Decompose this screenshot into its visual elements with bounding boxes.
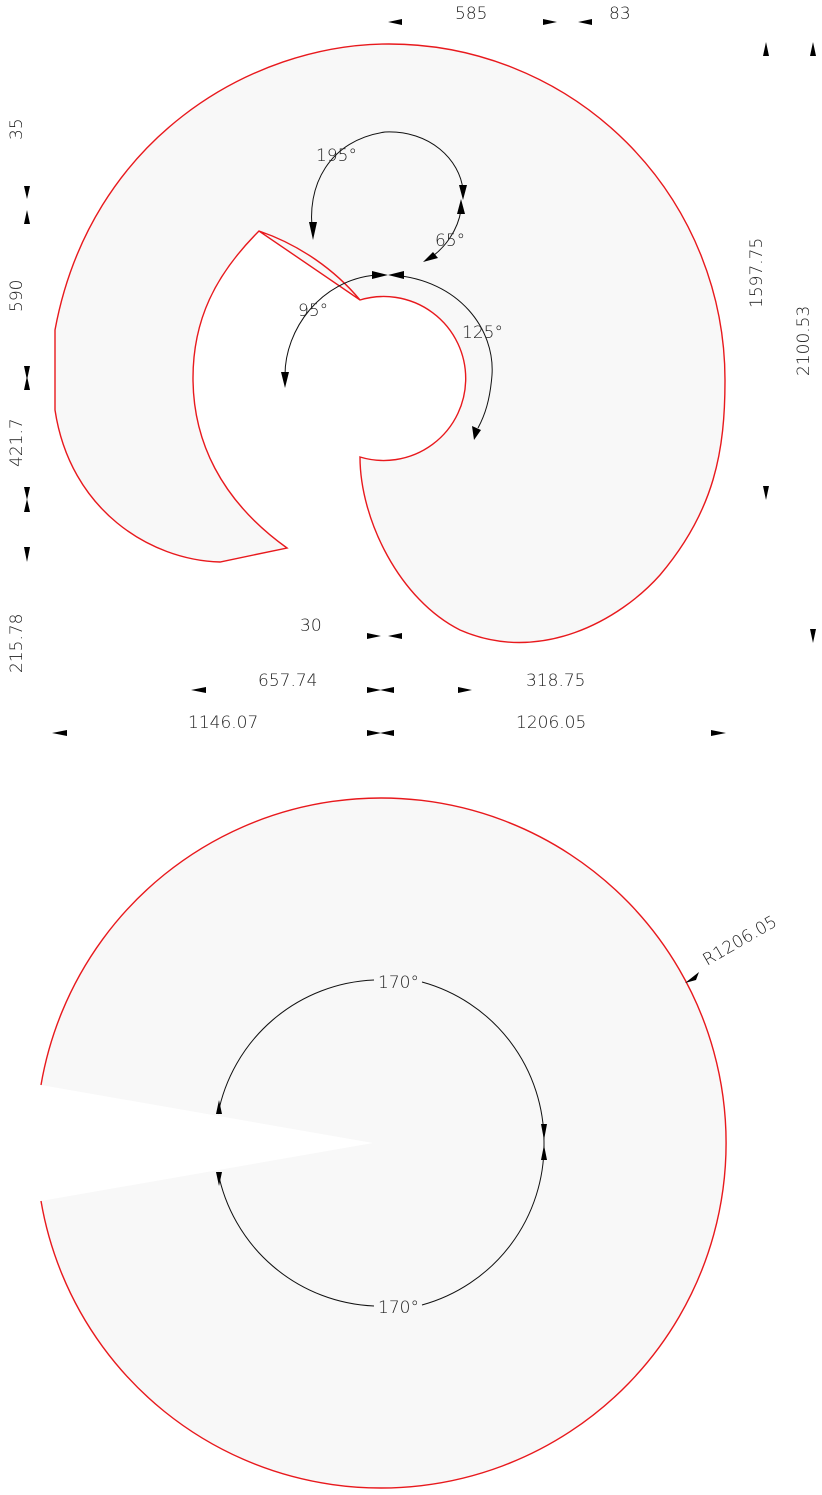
dim-590-arrow-bottom xyxy=(24,366,30,380)
dim-30-arrow-left xyxy=(367,633,381,639)
dim-2100-53-arrow-bottom xyxy=(810,629,816,643)
angle-95-arrow-left xyxy=(281,372,289,388)
dim-1206-05-arrow-right xyxy=(711,730,726,736)
angle-125-arrow-top xyxy=(388,271,404,279)
dim-30-arrow-right xyxy=(388,633,402,639)
radius-label: R1206.05 xyxy=(700,912,781,970)
dim-215-78-label: 215.78 xyxy=(7,614,27,673)
radius-arrow xyxy=(685,972,699,983)
angle-170-bottom-arrow-left xyxy=(216,1172,222,1186)
top-part-outline xyxy=(54,43,726,644)
dim-421-7-label: 421.7 xyxy=(7,418,27,467)
dim-318-75-label: 318.75 xyxy=(526,671,585,691)
dim-657-74-arrow-right xyxy=(367,687,381,693)
angle-170-bottom-label: 170° xyxy=(378,1298,419,1318)
dim-2100-53-label: 2100.53 xyxy=(794,306,814,376)
dim-585-arrow-left xyxy=(388,19,402,25)
dim-585-label: 585 xyxy=(455,4,487,24)
angle-95-arrow-top xyxy=(372,271,388,279)
dim-215-78-arrow-top xyxy=(24,499,30,512)
dim-1206-05-arrow-left xyxy=(380,730,394,736)
top-part-fill xyxy=(55,44,725,643)
angle-170-top-label: 170° xyxy=(378,973,419,993)
angle-170-top-arc xyxy=(217,979,375,1115)
angle-125-label: 125° xyxy=(462,323,503,343)
bottom-part-outline xyxy=(40,797,727,1489)
angle-170-bottom-arrow-right xyxy=(541,1145,547,1160)
dim-1206-05-label: 1206.05 xyxy=(516,713,586,733)
angle-170-top-arc-right xyxy=(421,981,545,1144)
angle-65-arrow-bottom xyxy=(423,252,438,262)
dim-1146-07-arrow-left xyxy=(52,730,67,736)
dim-2100-53-arrow-top xyxy=(810,42,816,56)
angle-125-arrow-bottom xyxy=(472,426,481,440)
dim-1597-75-label: 1597.75 xyxy=(747,238,767,308)
angle-170-top-arrow-left xyxy=(216,1100,222,1114)
bottom-part-fill xyxy=(41,798,727,1488)
bottom-part: R1206.05 170° 170° xyxy=(40,797,781,1489)
dim-1146-07-label: 1146.07 xyxy=(188,713,258,733)
angle-170-bottom-arc-right xyxy=(421,1142,545,1306)
dim-318-75-arrow-right xyxy=(458,687,472,693)
angle-170-top-arrow-right xyxy=(541,1124,547,1140)
angle-195-arrow-right xyxy=(459,185,467,200)
dim-657-74-label: 657.74 xyxy=(258,671,317,691)
angle-170-bottom-arc xyxy=(217,1171,375,1307)
angle-195-arc xyxy=(311,131,464,236)
dim-590-arrow-top xyxy=(24,210,30,224)
angle-95-label: 95° xyxy=(298,301,328,321)
dim-215-78-arrow-bottom xyxy=(24,547,30,562)
dim-83-arrow-left xyxy=(578,19,592,25)
dim-1597-75-arrow-top xyxy=(763,42,769,56)
angle-65-label: 65° xyxy=(435,231,465,251)
dim-318-75-arrow-left xyxy=(380,687,394,693)
dim-35-arrow xyxy=(24,186,30,199)
dim-1597-75-arrow-bottom xyxy=(763,486,769,500)
angle-195-label: 195° xyxy=(316,146,357,166)
dim-421-7-arrow-bottom xyxy=(24,487,30,500)
angle-65-arrow-top xyxy=(457,199,465,214)
dim-421-7-arrow-top xyxy=(24,376,30,390)
dim-83-label: 83 xyxy=(609,4,631,24)
angle-125-arc xyxy=(391,274,493,429)
dim-590-label: 590 xyxy=(7,280,27,312)
dim-1146-07-arrow-right xyxy=(367,730,381,736)
dim-35-label: 35 xyxy=(7,118,27,140)
dim-30-label: 30 xyxy=(300,616,322,636)
top-part: 195° 65° 95° 125° 585 83 35 590 421.7 21… xyxy=(7,4,816,736)
dim-657-74-arrow-left xyxy=(191,687,206,693)
angle-195-arrow-left xyxy=(309,222,317,240)
angle-95-arc xyxy=(284,274,377,376)
dim-585-arrow-right xyxy=(543,19,557,25)
